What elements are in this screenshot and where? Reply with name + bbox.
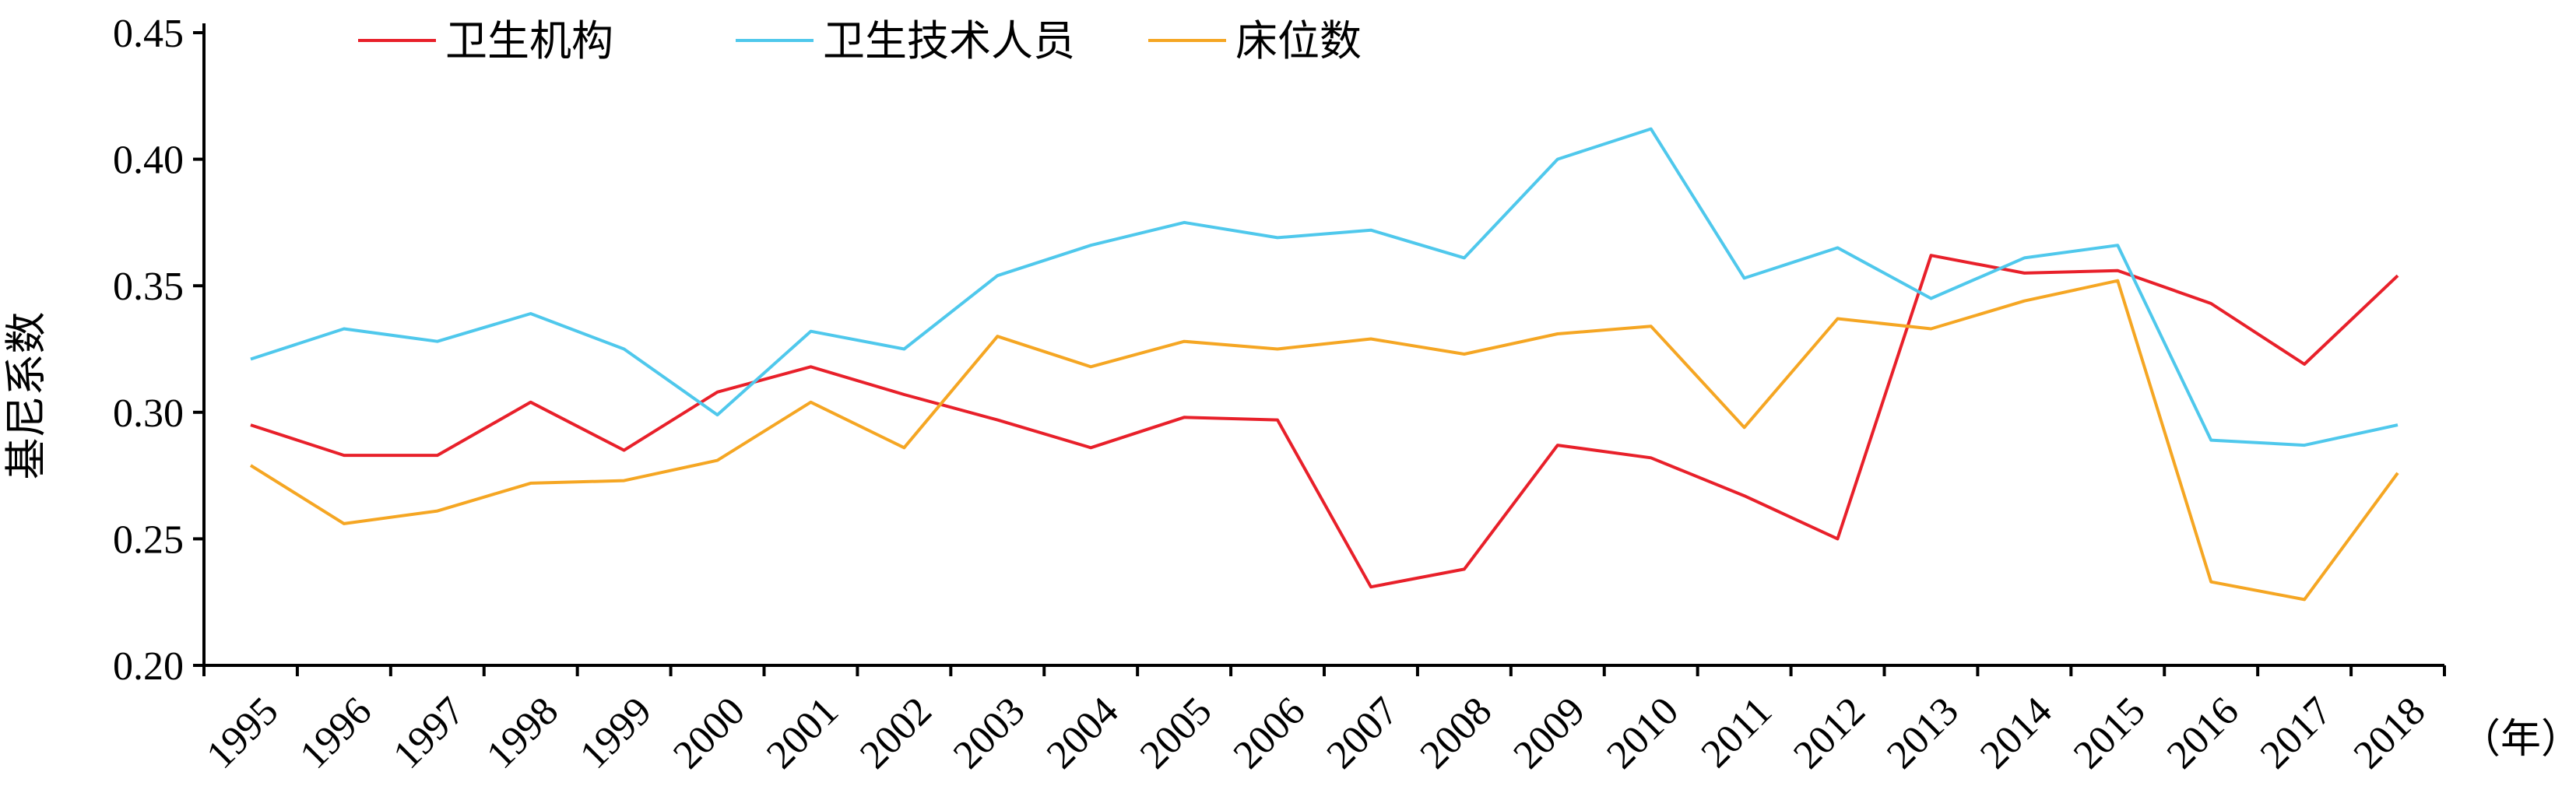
- y-ticks: 0.20 0.25 0.30 0.35 0.40 0.45: [113, 12, 204, 689]
- x-tick-label: 2013: [1878, 689, 1967, 777]
- y-tick-label: 0.35: [113, 265, 184, 309]
- x-tick-label: 2018: [2346, 689, 2434, 777]
- x-tick-label: 2010: [1598, 689, 1687, 777]
- x-tick-label: 2011: [1693, 689, 1780, 776]
- x-tick-label: 2007: [1319, 689, 1407, 777]
- series-line-1: [250, 254, 2399, 589]
- legend-label-2: 卫生技术人员: [823, 16, 1075, 65]
- x-tick-label: 1995: [199, 689, 287, 777]
- y-axis-title: 基尼系数: [2, 312, 51, 480]
- x-tick-label: 2003: [945, 689, 1034, 777]
- x-tick-label: 2017: [2252, 689, 2341, 777]
- x-tick-label: 2005: [1132, 689, 1221, 777]
- series-line-3: [249, 279, 2399, 602]
- x-tick-label: 2009: [1505, 689, 1594, 777]
- x-tick-label: 1997: [385, 689, 473, 777]
- x-axis-unit-label: （年）: [2460, 718, 2576, 762]
- x-tick-label: 1999: [571, 689, 660, 777]
- x-tick-label: 2002: [852, 689, 940, 777]
- x-tick-label: 2012: [1785, 689, 1874, 777]
- legend-label-1: 卫生机构: [445, 16, 613, 65]
- x-tick-label: 2008: [1412, 689, 1501, 777]
- x-tick-label: 2015: [2065, 689, 2154, 777]
- y-tick-label: 0.45: [113, 12, 184, 56]
- x-tick-label: 2016: [2159, 689, 2247, 777]
- series-line-2: [250, 127, 2399, 447]
- y-tick-label: 0.25: [113, 518, 184, 562]
- legend-label-3: 床位数: [1235, 16, 1362, 65]
- x-tick-label: 1998: [478, 689, 567, 777]
- y-tick-label: 0.40: [113, 139, 184, 183]
- x-tick-label: 2006: [1225, 689, 1314, 777]
- x-tick-label: 2014: [1972, 689, 2061, 777]
- x-tick-label: 1996: [292, 689, 381, 777]
- x-tick-label: 2000: [665, 689, 754, 777]
- x-ticks: 1995 1996 1997 1998 1999 2000 2001 2002 2003 2004…: [199, 665, 2446, 777]
- x-tick-label: 2004: [1038, 689, 1127, 777]
- y-tick-label: 0.20: [113, 644, 184, 689]
- y-tick-label: 0.30: [113, 391, 184, 436]
- x-tick-label: 2001: [758, 689, 847, 777]
- legend: 卫生机构 卫生技术人员 床位数: [358, 16, 1362, 65]
- series-layer: [249, 127, 2399, 602]
